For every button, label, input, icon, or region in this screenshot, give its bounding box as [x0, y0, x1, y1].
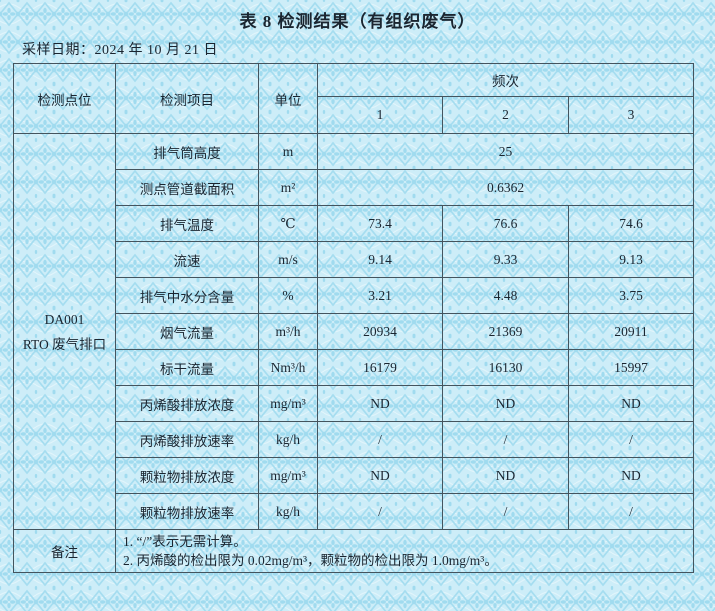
value-cell: 4.48 — [442, 277, 569, 314]
unit-cell: mg/m³ — [258, 457, 318, 494]
header-row-1: 检测点位 检测项目 单位 频次 — [13, 63, 695, 134]
value-cell: / — [442, 421, 569, 458]
value-cell: 16179 — [317, 349, 443, 386]
value-cell: ND — [317, 457, 443, 494]
remark-label-cell: 备注 — [13, 529, 116, 573]
table-row: 测点管道截面积 m² 0.6362 — [14, 169, 695, 206]
table-row: 颗粒物排放速率 kg/h / / / — [14, 493, 695, 530]
header-frequency: 频次 — [316, 63, 695, 97]
item-cell: 丙烯酸排放浓度 — [115, 385, 259, 422]
item-cell: 排气中水分含量 — [115, 277, 259, 314]
value-cell: 76.6 — [442, 205, 569, 242]
item-cell: 排气温度 — [115, 205, 259, 242]
monitoring-point-name: RTO 废气排口 — [22, 336, 107, 352]
unit-cell: kg/h — [258, 493, 318, 530]
page-title: 表 8 检测结果（有组织废气） — [239, 12, 476, 31]
value-cell: ND — [567, 385, 695, 422]
unit-cell: m² — [258, 169, 318, 206]
remark-row: 备注 1. “/”表示无需计算。 2. 丙烯酸的检出限为 0.02mg/m³，颗… — [13, 529, 695, 573]
header-freq-1: 1 — [317, 96, 443, 134]
value-cell: 20934 — [317, 313, 443, 350]
item-cell: 排气筒高度 — [115, 133, 259, 170]
sampling-date: 采样日期：2024 年 10 月 21 日 — [22, 43, 218, 58]
value-cell: 16130 — [442, 349, 569, 386]
remark-notes: 1. “/”表示无需计算。 2. 丙烯酸的检出限为 0.02mg/m³，颗粒物的… — [114, 529, 695, 573]
unit-cell: Nm³/h — [258, 349, 318, 386]
header-point: 检测点位 — [13, 63, 116, 134]
value-cell: / — [567, 421, 695, 458]
item-cell: 颗粒物排放速率 — [115, 493, 259, 530]
unit-cell: m — [258, 133, 318, 170]
item-cell: 丙烯酸排放速率 — [115, 421, 259, 458]
value-cell: 73.4 — [317, 205, 443, 242]
header-freq-3: 3 — [567, 96, 695, 134]
unit-cell: m/s — [258, 241, 318, 278]
header-item: 检测项目 — [115, 63, 259, 134]
value-cell: 9.33 — [442, 241, 569, 278]
item-cell: 颗粒物排放浓度 — [115, 457, 259, 494]
value-cell: / — [317, 421, 443, 458]
value-cell: 9.13 — [567, 241, 695, 278]
value-cell: 25 — [316, 133, 695, 170]
table-row: DA001 RTO 废气排口 排气筒高度 m 25 — [13, 133, 695, 530]
unit-cell: kg/h — [258, 421, 318, 458]
item-cell: 烟气流量 — [115, 313, 259, 350]
item-cell: 流速 — [115, 241, 259, 278]
table-row: 颗粒物排放浓度 mg/m³ ND ND ND — [14, 457, 695, 494]
value-cell: 21369 — [442, 313, 569, 350]
value-cell: 3.21 — [317, 277, 443, 314]
item-cell: 测点管道截面积 — [115, 169, 259, 206]
value-cell: ND — [442, 385, 569, 422]
header-unit: 单位 — [258, 63, 318, 134]
unit-cell: m³/h — [258, 313, 318, 350]
value-cell: / — [567, 493, 695, 530]
value-cell: 0.6362 — [316, 169, 695, 206]
value-cell: ND — [567, 457, 695, 494]
value-cell: 15997 — [567, 349, 695, 386]
monitoring-point-cell: DA001 RTO 废气排口 — [13, 133, 116, 530]
unit-cell: mg/m³ — [258, 385, 318, 422]
remark-note-1: 1. “/”表示无需计算。 — [123, 534, 247, 549]
value-cell: 20911 — [567, 313, 695, 350]
value-cell: / — [317, 493, 443, 530]
value-cell: ND — [317, 385, 443, 422]
table-row: 排气温度 ℃ 73.4 76.6 74.6 — [14, 205, 695, 242]
item-cell: 标干流量 — [115, 349, 259, 386]
header-row-2: 1 2 3 — [14, 96, 695, 134]
table-row: 流速 m/s 9.14 9.33 9.13 — [14, 241, 695, 278]
results-table: 检测点位 检测项目 单位 频次 1 2 3 DA001 RTO 废气排口 排气筒… — [13, 63, 695, 573]
header-freq-2: 2 — [442, 96, 569, 134]
unit-cell: % — [258, 277, 318, 314]
table-row: 烟气流量 m³/h 20934 21369 20911 — [14, 313, 695, 350]
table-row: 排气中水分含量 % 3.21 4.48 3.75 — [14, 277, 695, 314]
monitoring-point-code: DA001 — [44, 311, 85, 327]
unit-cell: ℃ — [258, 205, 318, 242]
remark-note-2: 2. 丙烯酸的检出限为 0.02mg/m³，颗粒物的检出限为 1.0mg/m³。 — [123, 553, 498, 568]
table-row: 丙烯酸排放速率 kg/h / / / — [14, 421, 695, 458]
value-cell: 3.75 — [567, 277, 695, 314]
value-cell: 9.14 — [317, 241, 443, 278]
table-row: 标干流量 Nm³/h 16179 16130 15997 — [14, 349, 695, 386]
value-cell: ND — [442, 457, 569, 494]
value-cell: 74.6 — [567, 205, 695, 242]
table-row: 丙烯酸排放浓度 mg/m³ ND ND ND — [14, 385, 695, 422]
value-cell: / — [442, 493, 569, 530]
